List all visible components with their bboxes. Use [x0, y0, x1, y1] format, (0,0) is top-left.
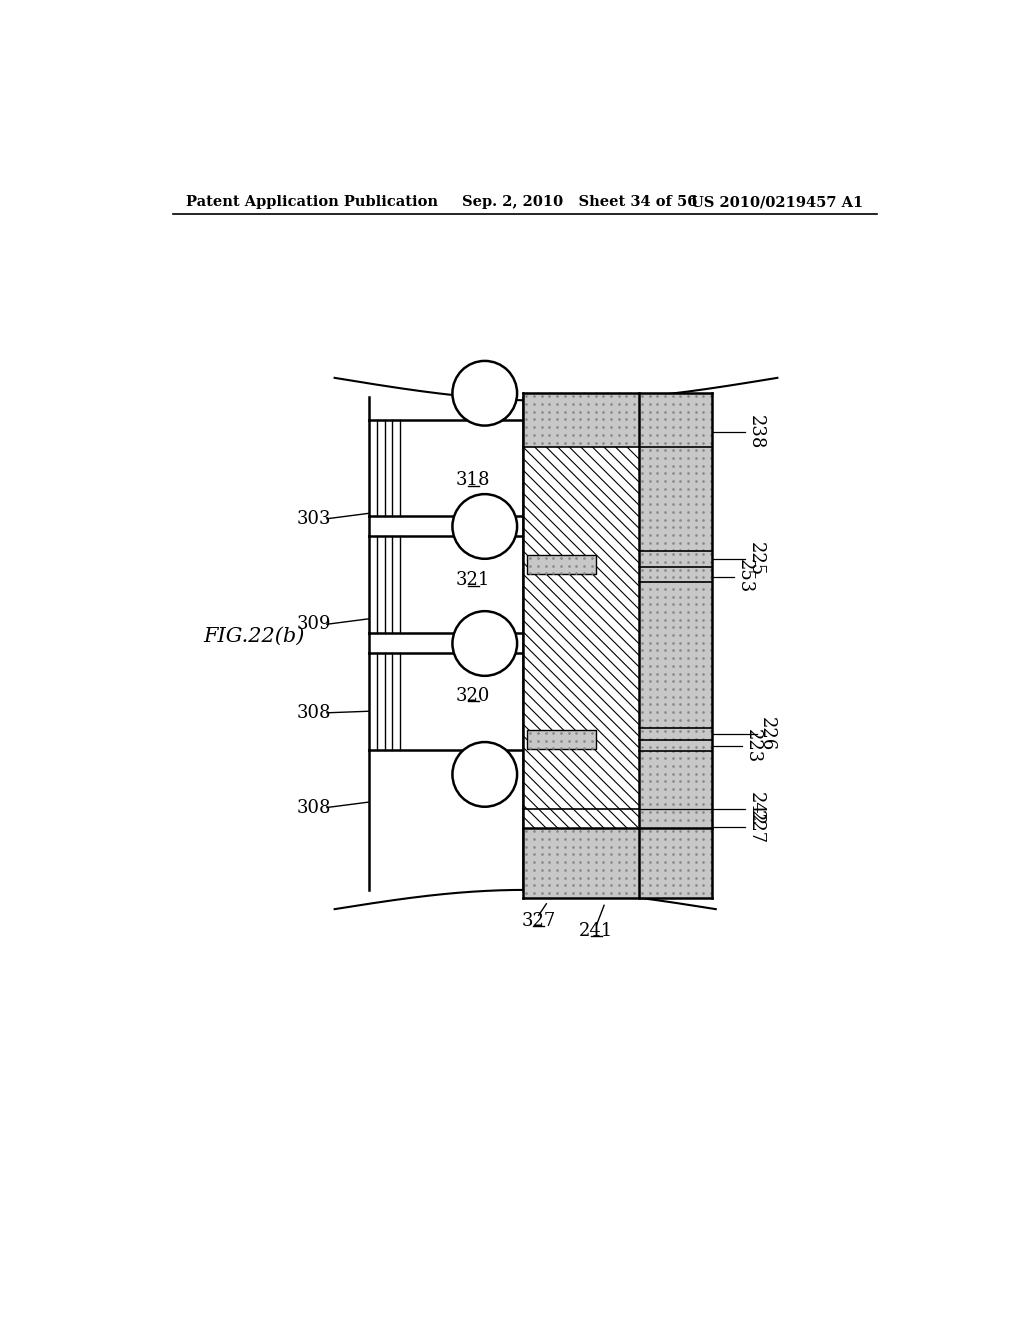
Text: 225: 225 [746, 541, 765, 576]
Circle shape [453, 360, 517, 425]
Text: US 2010/0219457 A1: US 2010/0219457 A1 [691, 195, 863, 210]
Text: 238: 238 [746, 414, 765, 449]
Text: 242: 242 [746, 792, 765, 826]
Text: 320: 320 [456, 686, 490, 705]
Circle shape [453, 611, 517, 676]
Text: 327: 327 [521, 912, 556, 929]
Text: 253: 253 [736, 560, 754, 594]
Bar [523, 393, 639, 898]
Text: 318: 318 [456, 471, 490, 490]
Bar [639, 552, 712, 582]
Bar [527, 554, 596, 574]
Text: 308: 308 [297, 704, 331, 722]
Text: Patent Application Publication: Patent Application Publication [186, 195, 438, 210]
Circle shape [453, 494, 517, 558]
Text: 303: 303 [297, 510, 331, 528]
Bar [527, 730, 596, 748]
Text: FIG.22(b): FIG.22(b) [203, 626, 304, 645]
Bar [639, 393, 712, 898]
Text: Sep. 2, 2010   Sheet 34 of 56: Sep. 2, 2010 Sheet 34 of 56 [462, 195, 697, 210]
Text: 241: 241 [580, 921, 613, 940]
Bar [527, 554, 596, 574]
Text: 309: 309 [297, 615, 331, 634]
Bar [527, 730, 596, 748]
Text: 226: 226 [758, 717, 776, 751]
Text: 227: 227 [746, 809, 765, 843]
Bar [639, 729, 712, 751]
Circle shape [453, 742, 517, 807]
Text: 308: 308 [297, 799, 331, 817]
Bar [523, 829, 712, 898]
Text: 223: 223 [743, 729, 762, 763]
Bar [523, 393, 712, 447]
Text: 321: 321 [456, 572, 490, 589]
